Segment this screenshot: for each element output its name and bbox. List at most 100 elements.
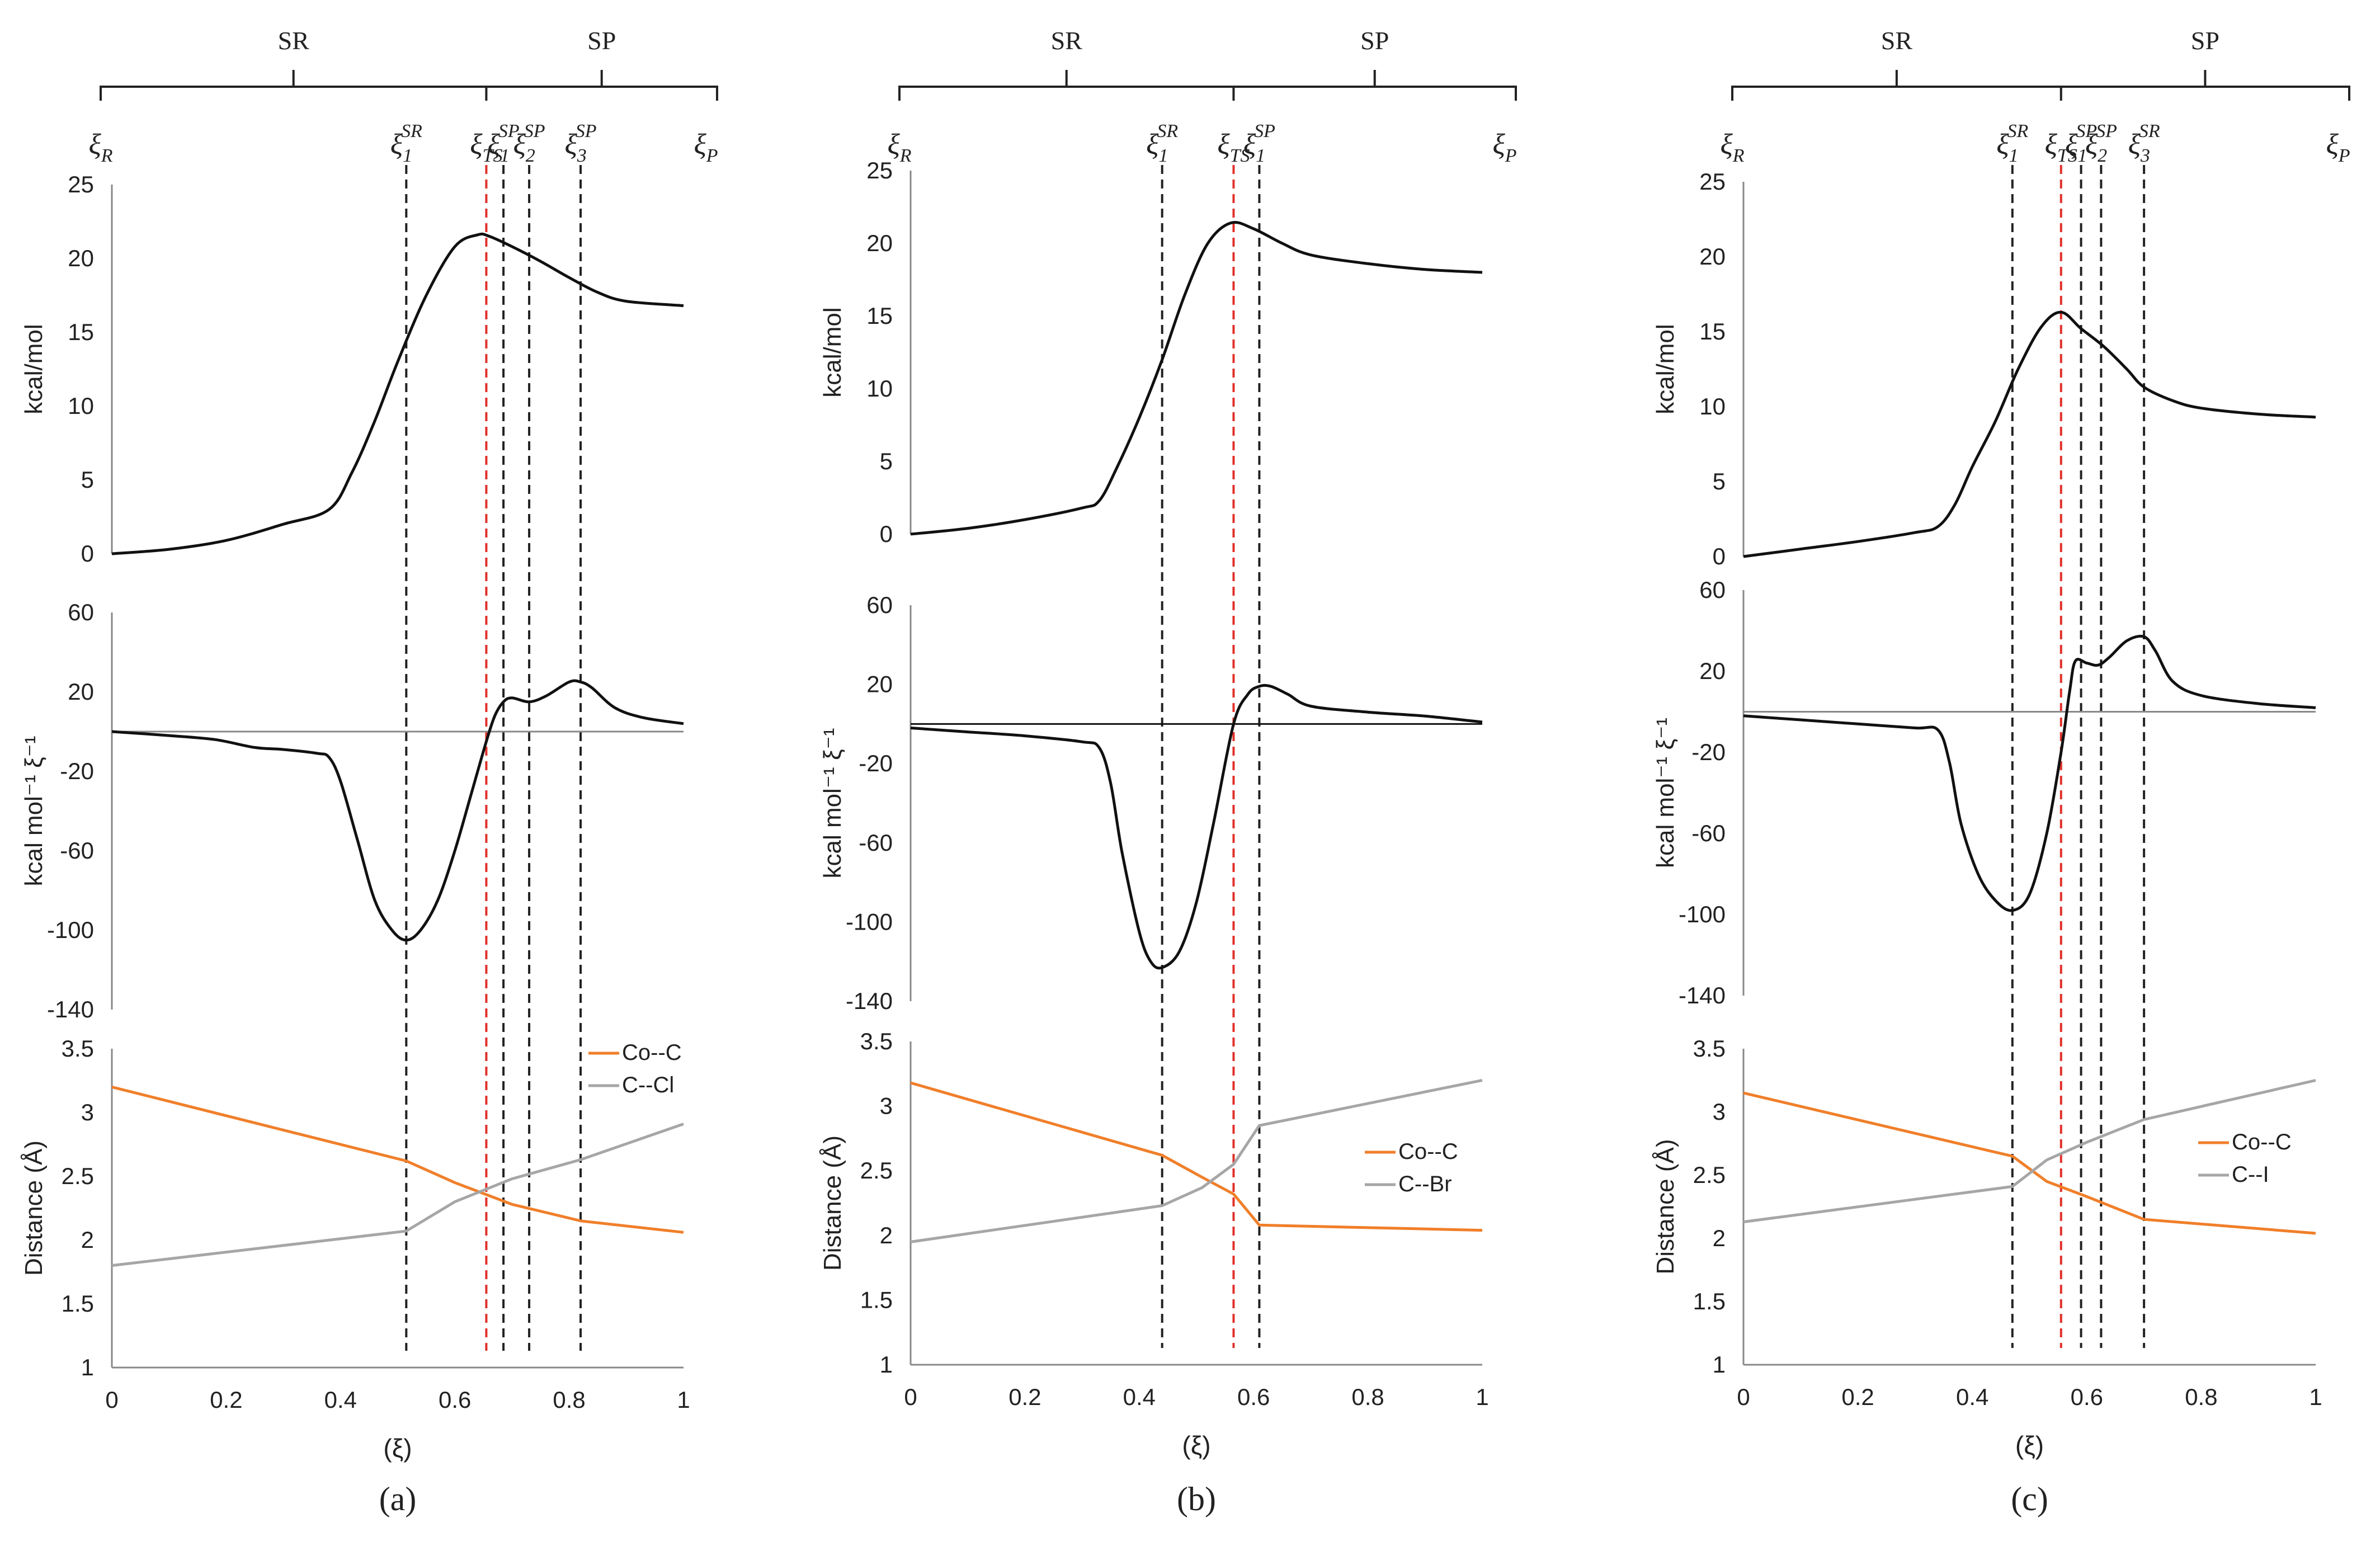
distance-tick: 1 bbox=[81, 1354, 94, 1380]
force-tick: -20 bbox=[1691, 739, 1726, 765]
x-tick: 0.2 bbox=[210, 1387, 242, 1413]
marker-sr1: ξ1 SR bbox=[390, 121, 422, 166]
x-tick: 1 bbox=[2309, 1384, 2322, 1410]
force-tick: -100 bbox=[1679, 901, 1726, 927]
distance-series-c-i bbox=[1743, 1079, 2316, 1224]
x-tick: 0.8 bbox=[553, 1387, 585, 1413]
force-tick: -20 bbox=[859, 750, 893, 776]
legend-label: Co--C bbox=[2232, 1130, 2292, 1154]
x-tick: 0.4 bbox=[1956, 1384, 1988, 1410]
marker-sub: 1 bbox=[1256, 145, 1265, 166]
brace-sr-label: SR bbox=[1881, 26, 1913, 55]
marker-sub: TS bbox=[2057, 145, 2077, 166]
energy-tick: 10 bbox=[866, 375, 893, 402]
marker-r: ξR bbox=[887, 129, 911, 166]
force-tick: -100 bbox=[846, 908, 893, 935]
marker-sp2: ξ2 SP bbox=[513, 121, 545, 166]
brace-sp bbox=[486, 70, 718, 101]
energy-tick: 20 bbox=[866, 230, 893, 256]
energy-ylabel: kcal/mol bbox=[1652, 324, 1679, 414]
energy-curve bbox=[910, 221, 1483, 536]
force-tick: 60 bbox=[1699, 577, 1726, 603]
marker-sr1: ξ1 SR bbox=[1146, 121, 1178, 166]
marker-sub: P bbox=[706, 145, 718, 166]
energy-tick: 25 bbox=[866, 157, 893, 183]
energy-curve bbox=[111, 232, 684, 555]
marker-symbol: ξ bbox=[2045, 129, 2058, 161]
marker-symbol: ξ bbox=[2065, 129, 2078, 161]
energy-tick: 0 bbox=[81, 540, 94, 567]
marker-sub: 3 bbox=[577, 145, 587, 166]
marker-sr1: ξ1 SR bbox=[1996, 121, 2028, 166]
marker-sp1: ξ1 SP bbox=[2065, 121, 2097, 166]
brace-sr bbox=[1731, 70, 2062, 101]
energy-curve bbox=[1743, 310, 2316, 558]
marker-sub: TS bbox=[483, 145, 503, 166]
marker-symbol: ξ bbox=[488, 129, 501, 161]
marker-sup: SR bbox=[401, 121, 422, 142]
force-tick: 60 bbox=[866, 592, 893, 618]
marker-symbol: ξ bbox=[565, 129, 578, 161]
distance-series-c-cl bbox=[111, 1123, 684, 1267]
distance-series-c-br bbox=[910, 1078, 1483, 1243]
marker-sup: SP bbox=[524, 121, 545, 142]
marker-sub: 3 bbox=[2140, 145, 2150, 166]
marker-sp3: ξ3 SP bbox=[565, 121, 597, 166]
marker-sup: SR bbox=[2139, 121, 2160, 142]
force-ylabel: kcal mol⁻¹ ξ⁻¹ bbox=[1652, 718, 1679, 868]
marker-p: ξP bbox=[1492, 129, 1516, 166]
legend-label: C--I bbox=[2232, 1162, 2269, 1187]
force-tick: -100 bbox=[47, 917, 94, 943]
distance-tick: 3 bbox=[81, 1099, 94, 1125]
brace-sr bbox=[100, 70, 488, 101]
marker-sub: 2 bbox=[2098, 145, 2107, 166]
marker-sub: R bbox=[899, 145, 912, 166]
distance-tick: 2.5 bbox=[1693, 1162, 1726, 1188]
marker-r: ξR bbox=[1720, 129, 1744, 166]
marker-symbol: ξ bbox=[470, 129, 483, 161]
energy-tick: 25 bbox=[1699, 168, 1726, 195]
marker-ts: ξTS bbox=[1217, 129, 1250, 166]
distance-tick: 2.5 bbox=[860, 1157, 893, 1184]
distance-tick: 3.5 bbox=[1693, 1035, 1726, 1062]
force-tick: -140 bbox=[47, 996, 94, 1022]
marker-sub: 1 bbox=[403, 145, 412, 166]
x-tick: 0.4 bbox=[324, 1387, 357, 1413]
marker-p: ξP bbox=[694, 129, 718, 166]
brace-sr-label: SR bbox=[1051, 26, 1083, 55]
legend-label: Co--C bbox=[622, 1040, 682, 1065]
force-tick: 60 bbox=[68, 599, 94, 625]
marker-sub: R bbox=[101, 145, 113, 166]
distance-tick: 2 bbox=[880, 1222, 893, 1248]
distance-tick: 3.5 bbox=[860, 1028, 893, 1054]
energy-tick: 10 bbox=[68, 393, 94, 419]
energy-tick: 15 bbox=[68, 319, 94, 345]
energy-tick: 0 bbox=[880, 521, 893, 547]
distance-tick: 3 bbox=[880, 1093, 893, 1119]
distance-tick: 1.5 bbox=[860, 1286, 893, 1313]
marker-sp1: ξ1 SP bbox=[1243, 121, 1275, 166]
marker-symbol: ξ bbox=[2326, 129, 2339, 161]
legend-label: C--Br bbox=[1398, 1172, 1452, 1196]
marker-symbol: ξ bbox=[2085, 129, 2098, 161]
distance-tick: 1.5 bbox=[62, 1290, 94, 1317]
brace-sr-label: SR bbox=[278, 26, 310, 55]
energy-tick: 5 bbox=[81, 466, 94, 493]
energy-tick: 15 bbox=[866, 303, 893, 329]
marker-sup: SR bbox=[2007, 121, 2029, 142]
brace-sp bbox=[1233, 70, 1517, 101]
marker-sp2: ξ2 SP bbox=[2085, 121, 2117, 166]
force-tick: -60 bbox=[60, 837, 94, 864]
marker-symbol: ξ bbox=[694, 129, 706, 161]
force-tick: -20 bbox=[60, 758, 94, 784]
marker-symbol: ξ bbox=[390, 129, 403, 161]
marker-symbol: ξ bbox=[513, 129, 526, 161]
marker-symbol: ξ bbox=[88, 129, 101, 161]
force-curve bbox=[111, 679, 684, 942]
distance-ylabel: Distance (Å) bbox=[1652, 1139, 1679, 1274]
marker-symbol: ξ bbox=[887, 129, 900, 161]
energy-ylabel: kcal/mol bbox=[20, 324, 48, 414]
